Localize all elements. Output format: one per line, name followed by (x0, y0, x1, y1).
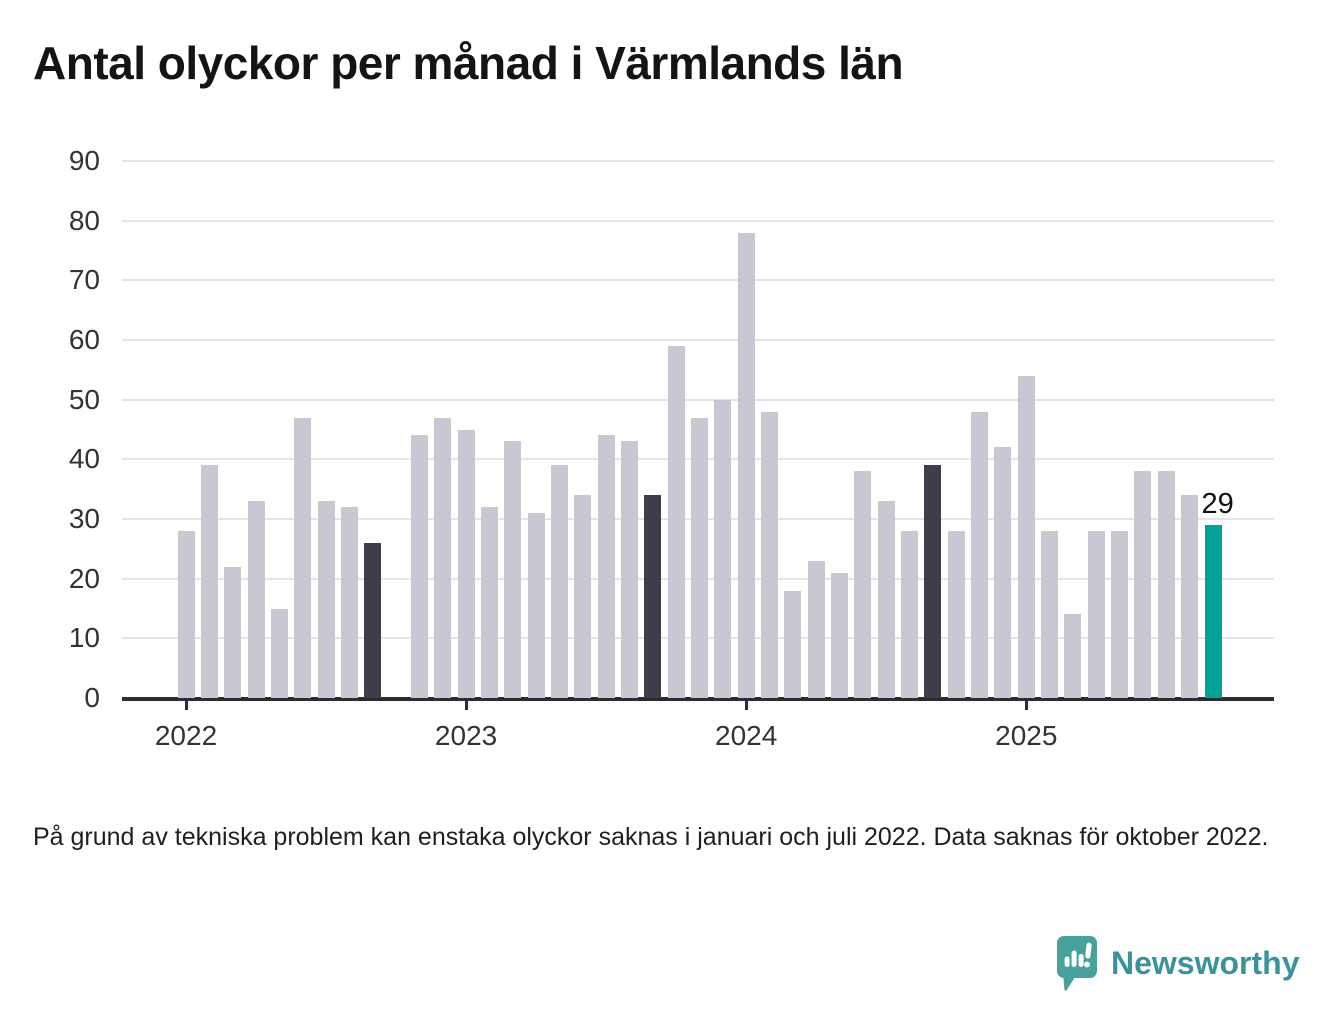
y-axis-label-10: 10 (68, 622, 100, 654)
bar-2024-10 (947, 530, 965, 698)
bar-2022-06 (294, 417, 312, 698)
bar-2024-12 (994, 447, 1012, 698)
x-axis-tick-2025 (1024, 699, 1028, 710)
newsworthy-bubble-chart-icon (1057, 936, 1097, 991)
bar-2024-05 (831, 572, 849, 698)
bar-2024-06 (854, 471, 872, 698)
bar-2022-07 (317, 501, 335, 698)
bar-2023-10 (667, 345, 685, 698)
y-axis-label-80: 80 (68, 204, 100, 236)
newsworthy-wordmark: Newsworthy (1111, 945, 1300, 981)
plot-area: 29 2022 2023 2024 2025 (122, 160, 1274, 751)
bar-2025-01 (1017, 375, 1035, 698)
bar-2023-08 (620, 441, 638, 698)
bar-2025-07 (1157, 471, 1175, 698)
x-axis-tick-2022 (184, 699, 188, 710)
x-axis-label-2025: 2025 (995, 720, 1058, 751)
y-axis-label-60: 60 (68, 324, 100, 355)
bar-2022-01 (177, 530, 195, 698)
y-axis-label-40: 40 (68, 443, 100, 475)
x-axis-tick-2023 (464, 699, 468, 710)
bar-2024-09 (924, 465, 942, 698)
bar-2023-04 (527, 513, 545, 698)
bar-2023-03 (504, 441, 522, 698)
bar-2022-05 (270, 608, 288, 698)
bar-2022-12 (434, 417, 452, 698)
x-axis-line (122, 697, 1274, 701)
bar-2025-02 (1041, 530, 1059, 698)
bar-2025-04 (1087, 530, 1105, 698)
gridline-y-60 (122, 339, 1274, 341)
bar-2022-02 (200, 465, 218, 698)
bar-2023-06 (574, 495, 592, 698)
gridline-y-90 (122, 160, 1274, 162)
bar-2023-12 (714, 399, 732, 698)
chart-title: Antal olyckor per månad i Värmlands län (33, 37, 904, 89)
bar-2025-06 (1134, 471, 1152, 698)
gridline-y-80 (122, 219, 1274, 222)
bar-2022-03 (224, 566, 242, 698)
gridline-y-70 (122, 279, 1274, 282)
bar-2025-05 (1111, 530, 1129, 698)
x-axis-tick-2024 (744, 699, 748, 710)
bar-2024-08 (901, 530, 919, 698)
y-axis-label-50: 50 (68, 383, 100, 415)
bar-2022-04 (247, 501, 265, 698)
y-axis-label-30: 30 (68, 503, 100, 534)
bar-2023-01 (457, 429, 475, 698)
x-axis-label-2024: 2024 (715, 720, 778, 751)
bar-2025-08 (1181, 495, 1199, 698)
bar-2024-02 (761, 411, 779, 698)
bar-2023-05 (550, 465, 568, 698)
bar-2025-09 (1204, 524, 1222, 698)
bar-2023-09 (644, 495, 662, 698)
bar-2024-11 (971, 411, 989, 698)
bar-2024-07 (877, 501, 895, 698)
y-axis-label-0: 0 (84, 682, 100, 713)
bar-2024-03 (784, 590, 802, 698)
bar-2023-02 (480, 507, 498, 698)
x-axis-label-2023: 2023 (434, 720, 498, 751)
bar-2024-01 (737, 232, 755, 698)
bar-2022-08 (340, 507, 358, 698)
x-axis-label-2022: 2022 (154, 720, 218, 751)
y-axis-label-90: 90 (68, 145, 100, 176)
gridline-y-50 (122, 398, 1274, 401)
newsworthy-logo: Newsworthy (1056, 935, 1299, 992)
bar-2025-03 (1064, 614, 1082, 698)
bar-2023-07 (597, 435, 615, 698)
bar-2024-04 (807, 560, 825, 698)
y-axis-label-20: 20 (68, 562, 100, 594)
footnote: På grund av tekniska problem kan enstaka… (33, 823, 1269, 851)
bar-2023-11 (691, 417, 708, 698)
bar-2022-11 (410, 435, 428, 698)
latest-value-label: 29 (1201, 487, 1234, 520)
bar-2022-09 (364, 542, 382, 698)
y-axis-label-70: 70 (68, 264, 100, 296)
